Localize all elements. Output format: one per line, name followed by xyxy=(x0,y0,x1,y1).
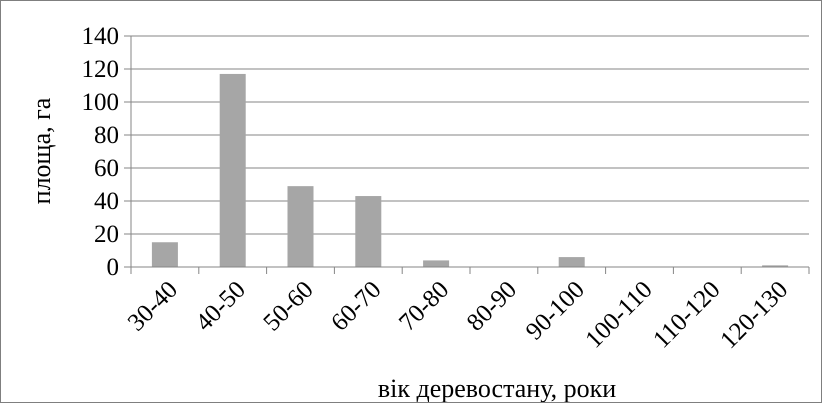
x-tick-label: 40-50 xyxy=(191,276,251,336)
y-tick-label: 140 xyxy=(82,23,120,50)
x-tick-label: 100-110 xyxy=(580,276,657,353)
y-axis-title: площа, га xyxy=(27,97,56,204)
y-tick-label: 120 xyxy=(82,56,120,83)
x-tick-label: 120-130 xyxy=(715,276,793,354)
y-tick-label: 80 xyxy=(94,122,119,149)
x-tick-label: 70-80 xyxy=(394,276,454,336)
x-tick-label: 30-40 xyxy=(123,276,183,336)
bar-50-60 xyxy=(287,186,314,267)
x-tick-label: 110-120 xyxy=(648,276,725,353)
x-tick-label: 60-70 xyxy=(326,276,386,336)
y-tick-label: 0 xyxy=(107,254,120,281)
bars xyxy=(151,73,789,267)
bar-90-100 xyxy=(558,257,585,267)
x-tick-label: 50-60 xyxy=(258,276,318,336)
bar-70-80 xyxy=(423,260,450,267)
x-tick-label: 80-90 xyxy=(462,276,522,336)
bar-120-130 xyxy=(762,265,789,267)
y-tick-labels: 0 20 40 60 80 100 120 140 xyxy=(82,23,120,281)
x-tick-labels: 30-40 40-50 50-60 60-70 70-80 80-9090-100100-… xyxy=(123,276,794,354)
bar-60-70 xyxy=(355,196,382,267)
bar-30-40 xyxy=(151,242,178,267)
y-tick-label: 60 xyxy=(94,155,119,182)
y-tick-label: 40 xyxy=(94,188,119,215)
x-axis-title: вік деревостану, роки xyxy=(378,374,616,402)
bar-40-50 xyxy=(219,73,246,267)
y-tick-label: 20 xyxy=(94,221,119,248)
axes xyxy=(124,35,810,274)
y-tick-label: 100 xyxy=(82,89,120,116)
